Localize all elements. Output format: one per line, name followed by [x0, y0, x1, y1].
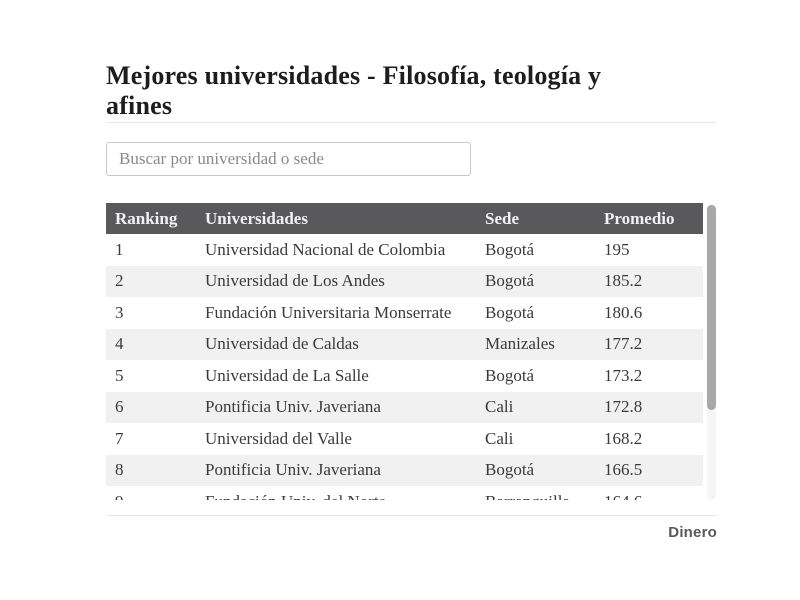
search-input[interactable] — [106, 142, 471, 176]
table-row: 6 Pontificia Univ. Javeriana Cali 172.8 — [106, 391, 703, 423]
table-row: 5 Universidad de La Salle Bogotá 173.2 — [106, 360, 703, 392]
table-row: 4 Universidad de Caldas Manizales 177.2 — [106, 328, 703, 360]
table-body: 1 Universidad Nacional de Colombia Bogotá 1… — [106, 234, 703, 500]
table-row: 1 Universidad Nacional de Colombia Bogotá 1… — [106, 234, 703, 266]
table-row: 8 Pontificia Univ. Javeriana Bogotá 166.5 — [106, 454, 703, 486]
column-header-ranking: Ranking — [115, 208, 178, 228]
source-logo: Dinero — [668, 524, 717, 541]
column-header-promedio: Promedio — [604, 208, 675, 228]
cell-universidad: Pontificia Univ. Javeriana — [205, 460, 381, 480]
ranking-table: Ranking Universidades Sede Promedio 1 Uni… — [106, 203, 716, 500]
cell-universidad: Fundación Univ. del Norte — [205, 492, 485, 500]
cell-promedio: 164.6 — [604, 492, 703, 500]
cell-sede: Bogotá — [485, 302, 535, 322]
cell-promedio: 166.5 — [604, 460, 643, 480]
cell-ranking: 5 — [115, 365, 124, 385]
top-divider — [106, 122, 716, 123]
cell-sede: Manizales — [485, 334, 555, 354]
cell-sede: Cali — [485, 397, 514, 417]
cell-promedio: 180.6 — [604, 302, 643, 322]
cell-promedio: 177.2 — [604, 334, 643, 354]
cell-universidad: Universidad de Caldas — [205, 334, 359, 354]
cell-ranking: 3 — [115, 302, 124, 322]
table-row: 3 Fundación Universitaria Monserrate Bogot… — [106, 297, 703, 329]
cell-ranking: 9 — [106, 492, 205, 500]
vertical-scrollbar[interactable] — [707, 203, 716, 500]
table-row: 2 Universidad de Los Andes Bogotá 185.2 — [106, 265, 703, 297]
cell-ranking: 2 — [115, 271, 124, 291]
cell-sede: Barranquilla — [485, 492, 604, 500]
cell-sede: Bogotá — [485, 460, 535, 480]
cell-ranking: 8 — [115, 460, 124, 480]
page-title: Mejores universidades - Filosofía, teolo… — [106, 61, 726, 121]
column-header-sede: Sede — [485, 208, 519, 228]
cell-universidad: Pontificia Univ. Javeriana — [205, 397, 381, 417]
cell-universidad: Universidad de Los Andes — [205, 271, 385, 291]
page-title-line1: Mejores universidades - Filosofía, teolo… — [106, 61, 602, 91]
cell-ranking: 1 — [115, 239, 124, 259]
cell-ranking: 6 — [115, 397, 124, 417]
cell-promedio: 195 — [604, 239, 630, 259]
cell-ranking: 7 — [115, 428, 124, 448]
cell-sede: Bogotá — [485, 365, 535, 385]
table-header-row: Ranking Universidades Sede Promedio — [106, 203, 703, 234]
cell-universidad: Universidad Nacional de Colombia — [205, 239, 446, 259]
cell-promedio: 172.8 — [604, 397, 643, 417]
cell-ranking: 4 — [115, 334, 124, 354]
cell-sede: Bogotá — [485, 239, 535, 259]
cell-promedio: 185.2 — [604, 271, 643, 291]
scrollbar-thumb[interactable] — [707, 205, 716, 410]
bottom-divider — [106, 515, 716, 516]
cell-universidad: Universidad del Valle — [205, 428, 352, 448]
cell-promedio: 168.2 — [604, 428, 643, 448]
cell-universidad: Fundación Universitaria Monserrate — [205, 302, 452, 322]
cell-universidad: Universidad de La Salle — [205, 365, 369, 385]
cell-promedio: 173.2 — [604, 365, 643, 385]
column-header-universidades: Universidades — [205, 208, 308, 228]
page-title-line2: afines — [106, 91, 173, 121]
table-row: 7 Universidad del Valle Cali 168.2 — [106, 423, 703, 455]
cell-sede: Bogotá — [485, 271, 535, 291]
table-row: 9Fundación Univ. del NorteBarranquilla16… — [106, 486, 703, 500]
cell-sede: Cali — [485, 428, 514, 448]
